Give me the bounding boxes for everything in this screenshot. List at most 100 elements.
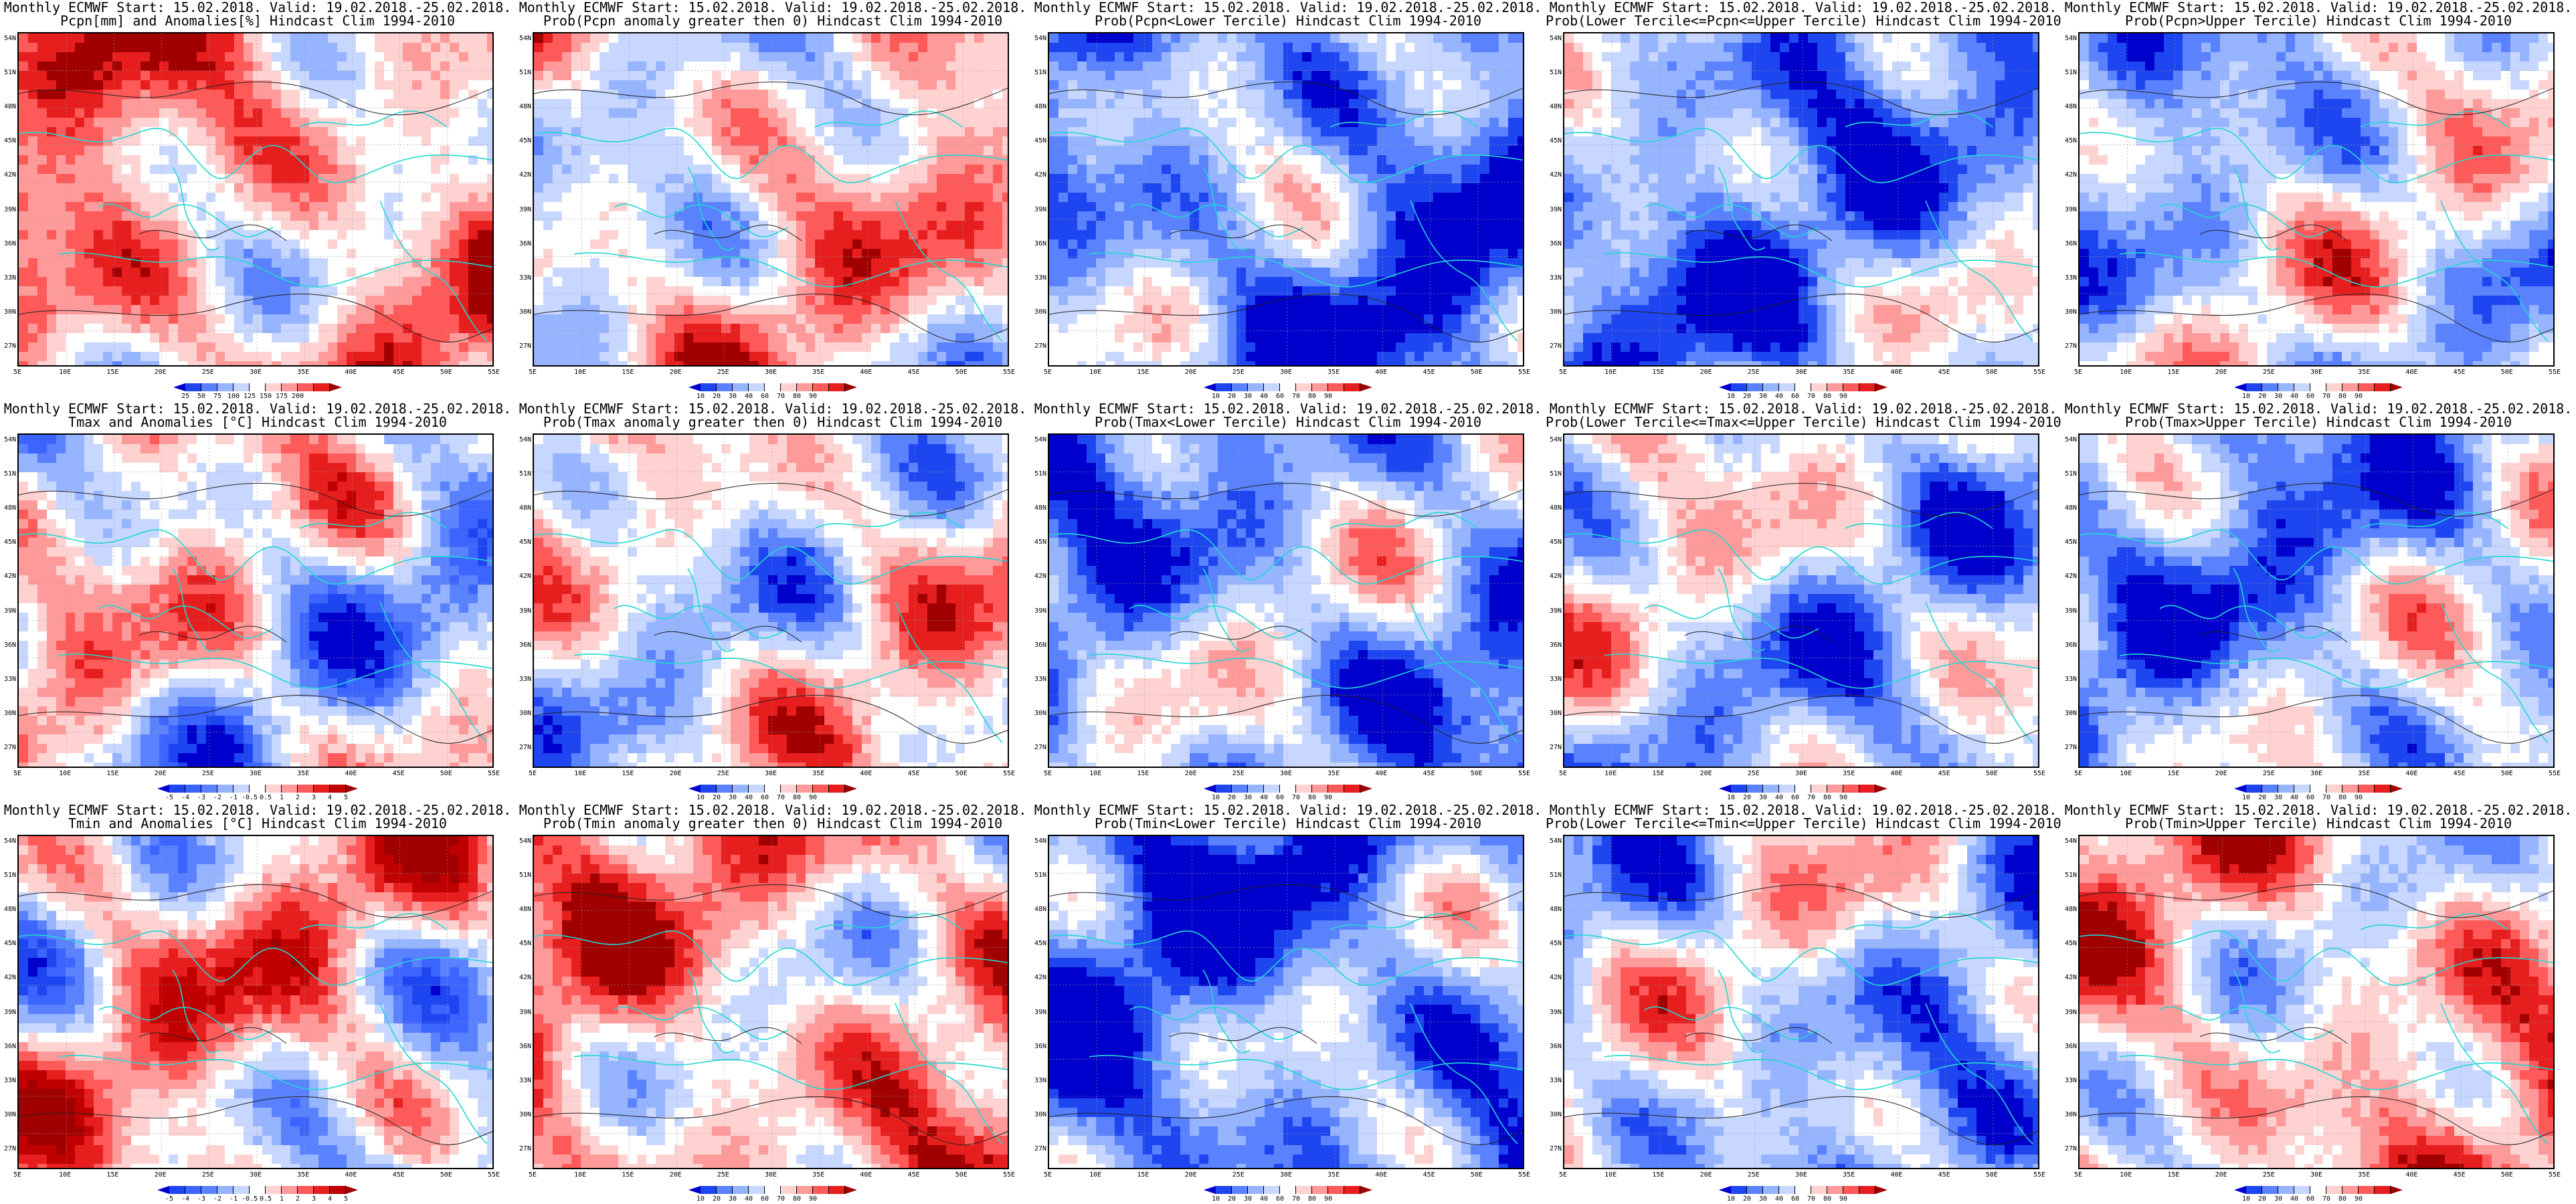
colorbar-label: 30	[1759, 795, 1767, 801]
colorbar-swatch	[845, 785, 857, 793]
longitude-label: 30E	[1795, 1172, 1807, 1179]
longitude-label: 40E	[345, 771, 357, 777]
longitude-label: 5E	[2074, 1172, 2082, 1179]
colorbar-swatch	[1875, 383, 1888, 391]
colorbar-label: 150	[260, 393, 272, 400]
latitude-label: 36N	[2061, 641, 2077, 649]
colorbar-label: 40	[1260, 1196, 1268, 1203]
colorbar-label: 100	[227, 393, 240, 400]
colorbar-label: 20	[1228, 795, 1236, 801]
latitude-label: 27N	[0, 343, 16, 350]
longitude-label: 50E	[440, 1172, 452, 1179]
longitude-label: 35E	[1843, 1172, 1855, 1179]
longitude-label: 25E	[717, 1172, 729, 1179]
colorbar-label: 4	[328, 795, 332, 801]
colorbar-label: 20	[1228, 1196, 1236, 1203]
latitude-label: 45N	[515, 940, 531, 947]
latitude-label: 33N	[1030, 274, 1046, 282]
colorbar-swatch	[2278, 1186, 2294, 1194]
longitude-label: 20E	[2215, 369, 2227, 376]
colorbar-label: 10	[1212, 1196, 1220, 1203]
colorbar-swatch	[2359, 1186, 2375, 1194]
longitude-label: 5E	[1044, 771, 1052, 777]
colorbar-swatch	[1795, 383, 1811, 391]
longitude-label: 15E	[106, 369, 118, 376]
colorbar-swatch	[1859, 785, 1875, 793]
colorbar-swatch	[266, 785, 282, 793]
panel-title: Monthly ECMWF Start: 15.02.2018. Valid: …	[2061, 401, 2576, 417]
map-panel: Monthly ECMWF Start: 15.02.2018. Valid: …	[2061, 803, 2576, 1204]
colorbar-label: 80	[793, 393, 801, 400]
colorbar-swatch	[1312, 785, 1328, 793]
latitude-label: 36N	[1546, 1043, 1562, 1050]
latitude-label: 27N	[1546, 744, 1562, 751]
panel-title: Monthly ECMWF Start: 15.02.2018. Valid: …	[515, 401, 1030, 417]
colorbar-swatch	[781, 785, 797, 793]
colorbar-label: 20	[713, 795, 721, 801]
colorbar-swatch	[2391, 383, 2403, 391]
colorbar-label: 70	[1807, 795, 1815, 801]
colorbar-swatch	[1296, 383, 1312, 391]
forecast-map	[533, 32, 1009, 367]
longitude-label: 45E	[1423, 369, 1435, 376]
latitude-label: 33N	[0, 1077, 16, 1084]
latitude-label: 33N	[1030, 676, 1046, 683]
colorbar-swatch	[2375, 1186, 2391, 1194]
longitude-label: 45E	[1938, 771, 1950, 777]
longitude-label: 10E	[574, 1172, 586, 1179]
colorbar-swatch	[157, 785, 169, 793]
colorbar-label: 20	[1228, 393, 1236, 400]
longitude-label: 5E	[1044, 1172, 1052, 1179]
colorbar-swatch	[1204, 383, 1216, 391]
colorbar-swatch	[845, 1186, 857, 1194]
longitude-label: 10E	[2120, 1172, 2132, 1179]
panel-subtitle: Tmin and Anomalies [°C] Hindcast Clim 19…	[0, 816, 515, 831]
panel-title: Monthly ECMWF Start: 15.02.2018. Valid: …	[0, 803, 515, 818]
colorbar-swatch	[1859, 1186, 1875, 1194]
colorbar-swatch	[765, 383, 781, 391]
colorbar-swatch	[1779, 383, 1795, 391]
colorbar-swatch	[2262, 383, 2278, 391]
colorbar-swatch	[1328, 1186, 1344, 1194]
latitude-label: 33N	[515, 676, 531, 683]
colorbar-swatch	[765, 1186, 781, 1194]
map-panel: Monthly ECMWF Start: 15.02.2018. Valid: …	[1030, 0, 1546, 401]
longitude-label: 15E	[106, 771, 118, 777]
colorbar-swatch	[1795, 785, 1811, 793]
latitude-label: 36N	[1030, 1043, 1046, 1050]
colorbar-label: 40	[745, 393, 753, 400]
latitude-label: 27N	[2061, 1146, 2077, 1152]
longitude-label: 40E	[860, 1172, 872, 1179]
longitude-label: 45E	[1938, 369, 1950, 376]
colorbar-label: 80	[1823, 1196, 1831, 1203]
colorbar-swatch	[282, 383, 298, 391]
colorbar-swatch	[1827, 1186, 1843, 1194]
colorbar-swatch	[1747, 1186, 1763, 1194]
colorbar-label: 80	[793, 1196, 801, 1203]
longitude-label: 15E	[1137, 771, 1149, 777]
colorbar-label: -5	[165, 1196, 173, 1203]
longitude-label: 55E	[1003, 771, 1015, 777]
map-panel: Monthly ECMWF Start: 15.02.2018. Valid: …	[1546, 803, 2061, 1204]
colorbar-swatch	[1731, 785, 1747, 793]
forecast-map	[2078, 835, 2555, 1169]
longitude-label: 5E	[529, 1172, 537, 1179]
longitude-label: 25E	[1748, 771, 1760, 777]
latitude-label: 48N	[0, 505, 16, 512]
colorbar-label: 3	[312, 795, 316, 801]
longitude-label: 10E	[59, 369, 71, 376]
colorbar-swatch	[1360, 1186, 1372, 1194]
latitude-label: 27N	[515, 343, 531, 350]
colorbar-swatch	[765, 785, 781, 793]
latitude-label: 36N	[0, 641, 16, 649]
colorbar-swatch	[1296, 785, 1312, 793]
longitude-label: 25E	[2263, 771, 2275, 777]
latitude-label: 54N	[2061, 35, 2077, 42]
colorbar-swatch	[1264, 383, 1280, 391]
colorbar-label: 60	[1791, 1196, 1799, 1203]
longitude-label: 30E	[2310, 771, 2322, 777]
colorbar-label: 40	[2290, 393, 2298, 400]
latitude-label: 42N	[0, 573, 16, 580]
colorbar-label: 90	[1324, 795, 1332, 801]
longitude-label: 15E	[1652, 369, 1664, 376]
